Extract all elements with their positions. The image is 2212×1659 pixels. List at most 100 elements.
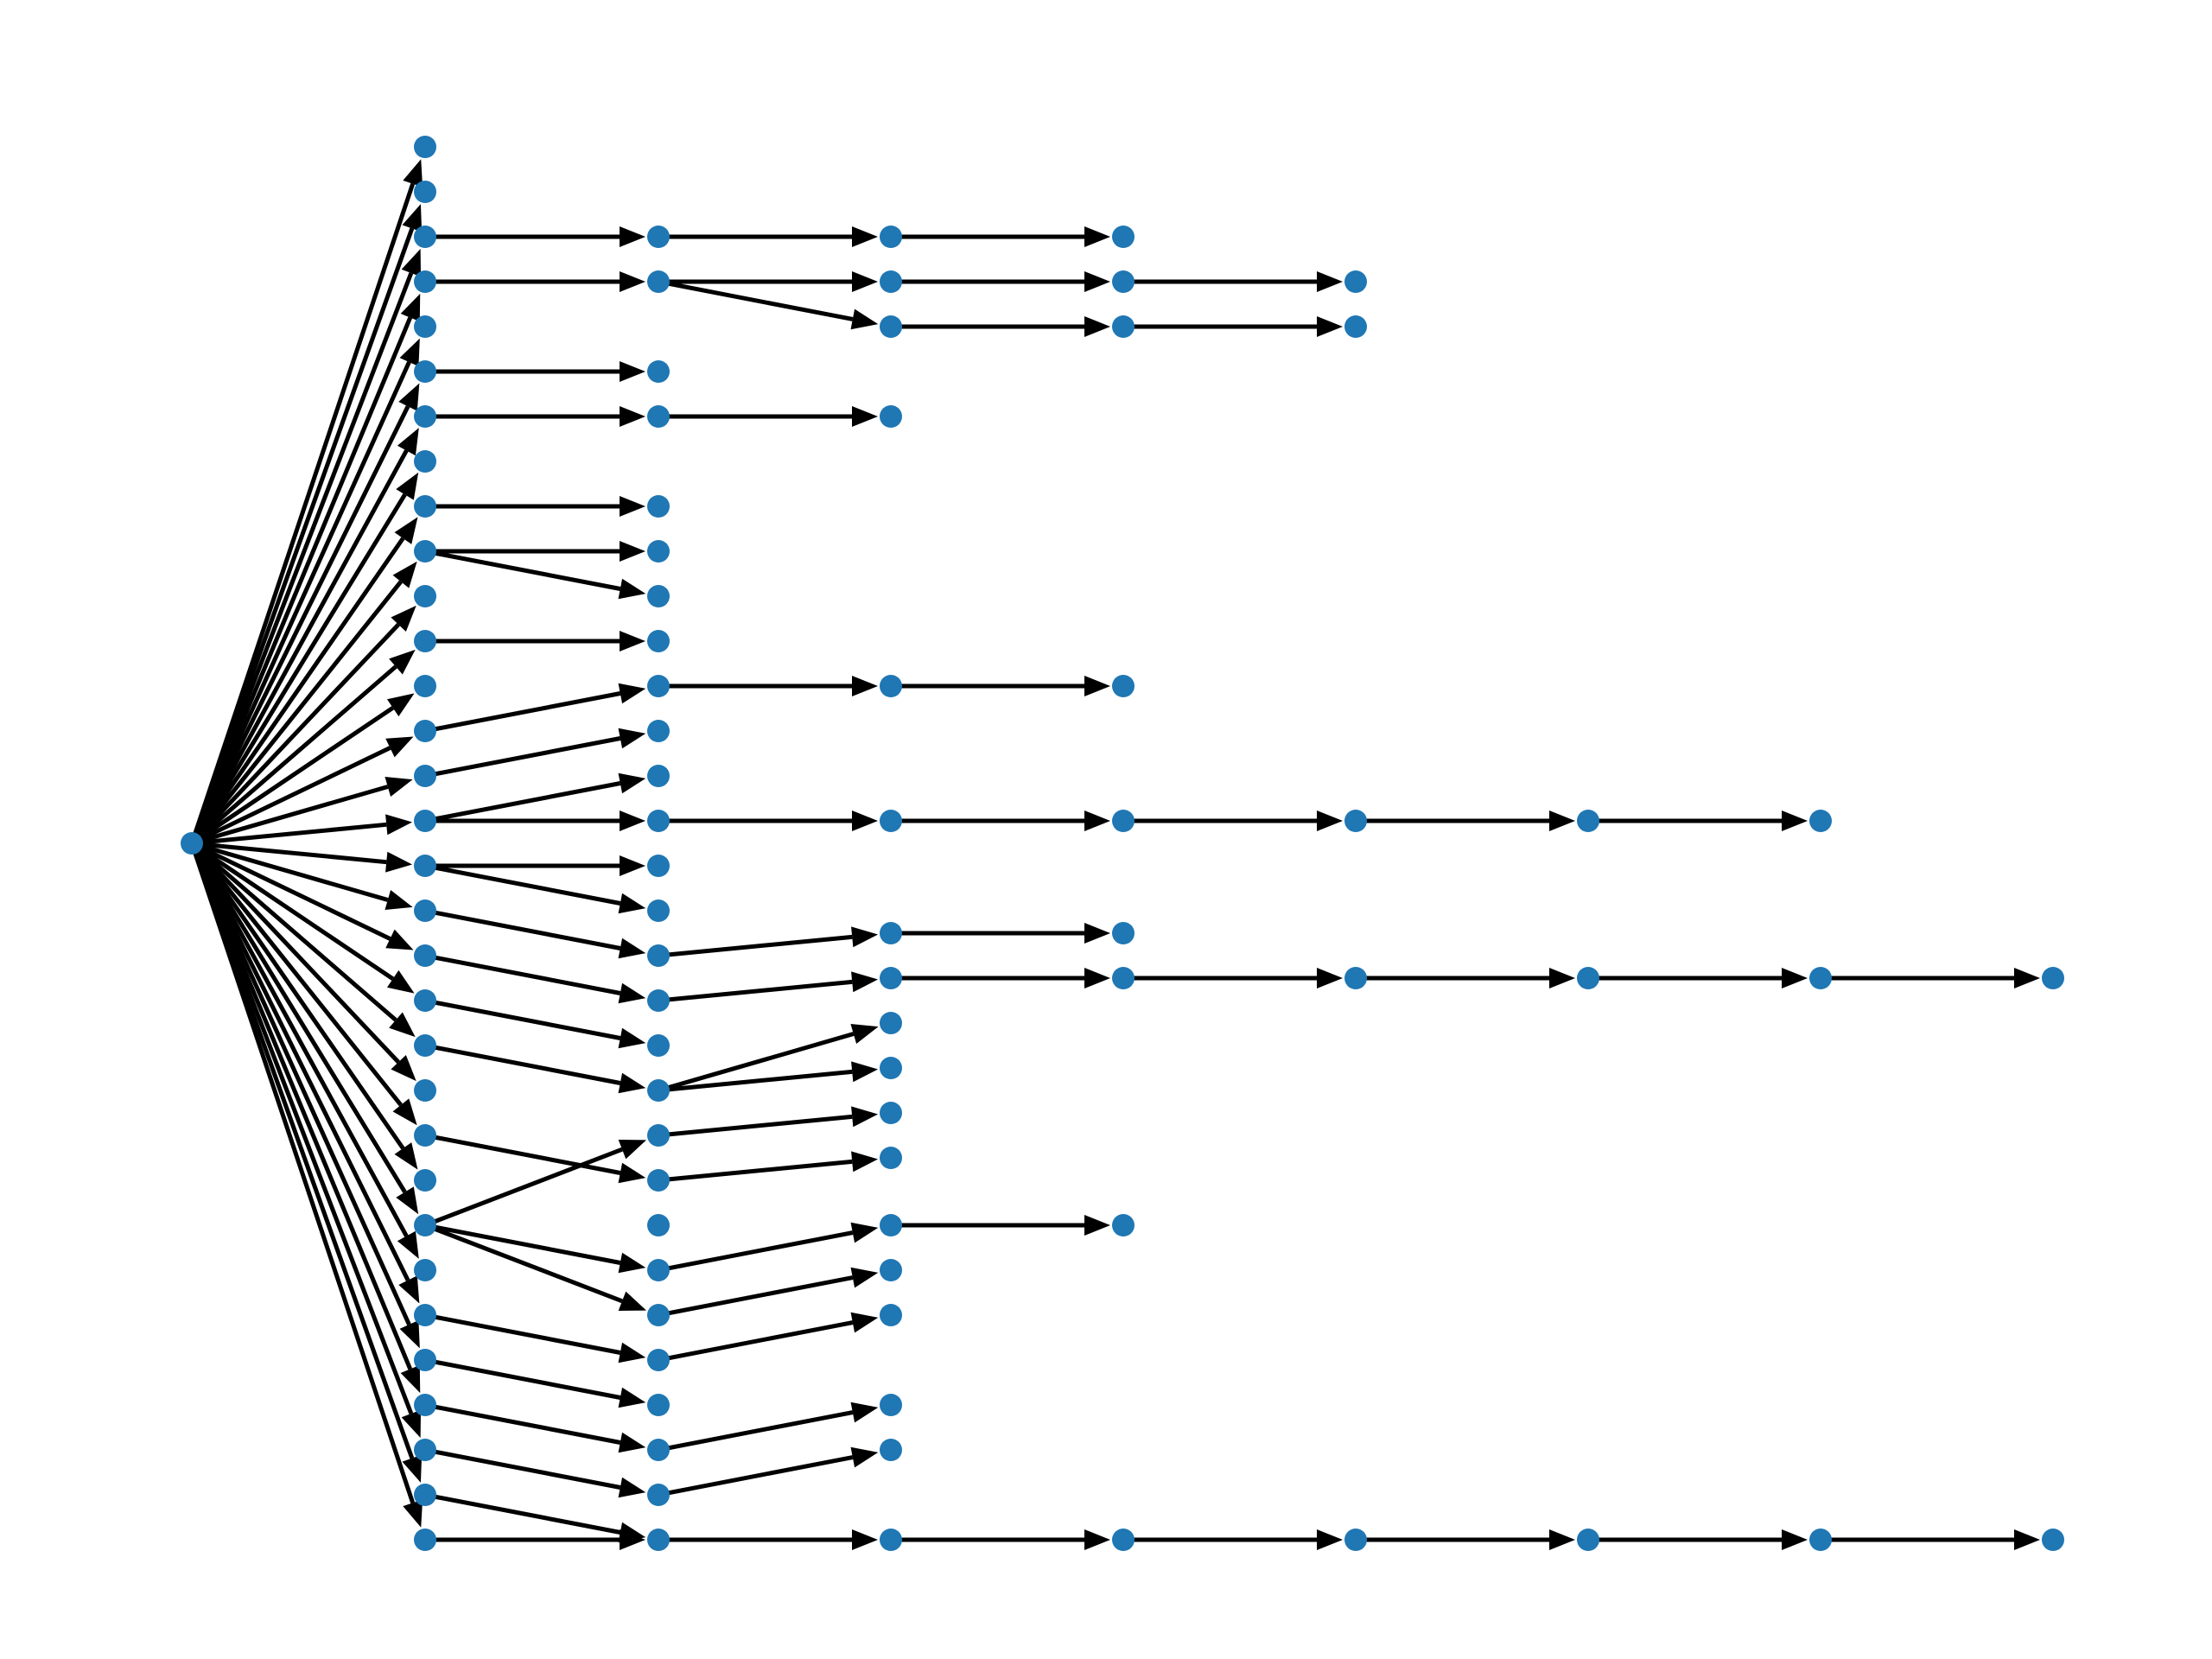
- edge-d2_v-d3_m: [658, 1230, 854, 1273]
- arrowhead-d1_17-d2_o: [618, 938, 646, 959]
- node-d1_16: [414, 855, 436, 877]
- arrowhead-d2_l-d3_f: [852, 810, 878, 831]
- node-d1_4: [414, 315, 436, 338]
- node-circle: [1344, 810, 1367, 832]
- node-d2_w: [647, 1304, 670, 1326]
- node-d2_b: [647, 270, 670, 293]
- node-circle: [414, 989, 436, 1012]
- node-d7_b: [1809, 967, 1832, 989]
- arrowhead-d3_b-d4_b: [1084, 271, 1110, 292]
- arrowhead-root-d1_19: [386, 969, 415, 994]
- node-circle: [647, 675, 670, 697]
- arrowhead-d6_c-d7_c: [1782, 1529, 1808, 1550]
- arrowhead-root-d1_26: [398, 1275, 420, 1304]
- arrowhead-d1_24-d2_w: [618, 1291, 647, 1312]
- node-circle: [647, 1484, 670, 1506]
- node-circle: [1344, 315, 1367, 338]
- edge-d2_b-d3_c: [658, 279, 854, 321]
- node-d1_10: [414, 585, 436, 607]
- edge-root-d1_15: [191, 822, 387, 846]
- node-d3_o: [880, 1304, 902, 1326]
- node-d4_c: [1112, 315, 1135, 338]
- edge-d1_24-d2_w: [424, 1223, 623, 1304]
- node-circle: [880, 1102, 902, 1124]
- node-circle: [880, 1304, 902, 1326]
- edge-root-d1_20: [190, 842, 397, 1022]
- edge-d2_t-d3_l: [658, 1159, 853, 1183]
- node-circle: [1112, 270, 1135, 293]
- arrowhead-d7_b-d8_a: [2014, 968, 2040, 988]
- arrowhead-root-d1_10: [391, 605, 416, 632]
- arrowhead-d2_s-d3_k: [851, 1106, 879, 1128]
- edge-root-d1_0: [189, 182, 416, 844]
- edge-root-d1_27: [189, 842, 411, 1326]
- edge-root-d1_6: [189, 449, 409, 845]
- arrowhead-root-d1_25: [397, 1230, 419, 1259]
- node-circle: [414, 1484, 436, 1506]
- edge-root-d1_23: [189, 842, 405, 1150]
- edge-d2_s-d3_k: [658, 1114, 853, 1138]
- node-d3_b: [880, 270, 902, 293]
- edge-d1_28-d2_z: [424, 1402, 621, 1445]
- node-circle: [1809, 810, 1832, 832]
- node-d3_h: [880, 967, 902, 989]
- arrowhead-root-d1_17: [385, 889, 413, 911]
- node-circle: [880, 810, 902, 832]
- node-circle: [647, 1259, 670, 1281]
- node-d1_20: [414, 1034, 436, 1057]
- arrowhead-d2_t-d3_l: [851, 1151, 879, 1173]
- node-d2_d: [647, 405, 670, 428]
- node-d1_6: [414, 405, 436, 428]
- node-d1_26: [414, 1304, 436, 1326]
- node-d1_17: [414, 899, 436, 922]
- arrowhead-root-d1_15: [385, 814, 413, 836]
- node-d4_i: [1112, 1529, 1135, 1551]
- node-d5_a: [1344, 270, 1367, 293]
- arrowhead-d1_15-d2_k: [618, 772, 646, 794]
- node-circle: [880, 1394, 902, 1416]
- node-circle: [1112, 675, 1135, 697]
- edge-root-d1_24: [189, 842, 407, 1193]
- node-d1_5: [414, 360, 436, 383]
- edge-root-d1_1: [189, 227, 415, 844]
- node-d7_a: [1809, 810, 1832, 832]
- edge-root-d1_13: [190, 746, 391, 846]
- node-d2_x: [647, 1349, 670, 1371]
- node-d3_l: [880, 1147, 902, 1169]
- node-circle: [647, 1439, 670, 1461]
- node-d2_q: [647, 1034, 670, 1057]
- arrowhead-d2_b-d3_c: [850, 308, 879, 330]
- arrowhead-root-d1_14: [385, 776, 413, 798]
- node-circle: [880, 270, 902, 293]
- arrowhead-d1_3-d2_b: [620, 271, 645, 292]
- node-circle: [647, 944, 670, 967]
- node-circle: [647, 855, 670, 877]
- node-circle: [1112, 1214, 1135, 1236]
- node-d4_f: [1112, 922, 1135, 944]
- node-circle: [647, 630, 670, 652]
- edge-root-d1_9: [190, 580, 403, 845]
- arrowhead-root-d1_0: [403, 159, 423, 188]
- node-circle: [1112, 810, 1135, 832]
- arrowhead-d3_c-d4_c: [1084, 316, 1110, 337]
- arrowhead-root-d1_12: [386, 693, 415, 717]
- arrowhead-root-d1_23: [394, 1142, 418, 1170]
- node-circle: [880, 967, 902, 989]
- arrowhead-root-d1_3: [400, 293, 421, 322]
- arrowhead-root-d1_4: [399, 338, 420, 366]
- edge-d2_p-d3_h: [658, 979, 853, 1003]
- edge-root-d1_22: [190, 842, 403, 1107]
- arrowhead-root-d1_22: [392, 1098, 417, 1126]
- node-d6_b: [1577, 967, 1599, 989]
- node-d2_y: [647, 1394, 670, 1416]
- node-d1_8: [414, 495, 436, 518]
- arrowhead-d1_22-d2_t: [618, 1162, 646, 1184]
- node-d3_n: [880, 1259, 902, 1281]
- node-circle: [414, 1439, 436, 1461]
- node-circle: [414, 1214, 436, 1236]
- node-d1_0: [414, 136, 436, 158]
- edge-root-d1_8: [189, 537, 405, 845]
- node-circle: [647, 405, 670, 428]
- arrowhead-d2_b-d3_b: [852, 271, 878, 292]
